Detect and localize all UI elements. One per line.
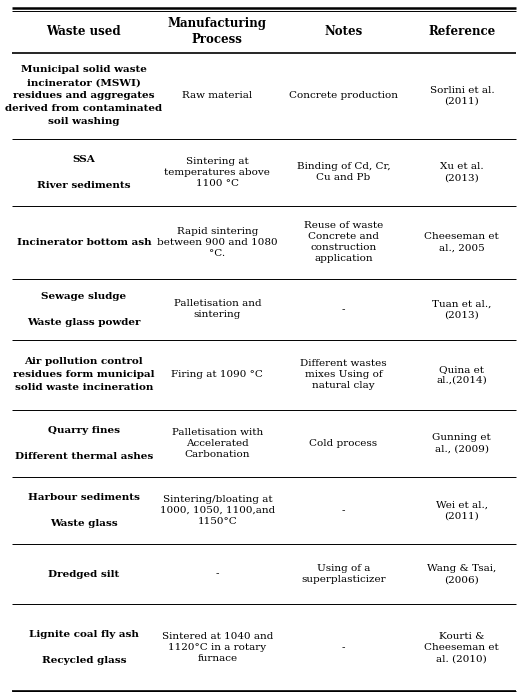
Text: Wei et al.,
(2011): Wei et al., (2011) — [436, 500, 488, 520]
Text: Reuse of waste
Concrete and
construction
application: Reuse of waste Concrete and construction… — [304, 221, 383, 263]
Text: Waste glass: Waste glass — [50, 519, 117, 528]
Text: Palletisation with
Accelerated
Carbonation: Palletisation with Accelerated Carbonati… — [172, 428, 263, 459]
Text: Tuan et al.,
(2013): Tuan et al., (2013) — [432, 299, 492, 320]
Text: Sintered at 1040 and
1120°C in a rotary
furnace: Sintered at 1040 and 1120°C in a rotary … — [162, 632, 273, 663]
Text: Wang & Tsai,
(2006): Wang & Tsai, (2006) — [427, 564, 496, 584]
Text: -: - — [342, 643, 345, 652]
Text: soil washing: soil washing — [48, 117, 119, 126]
Text: SSA: SSA — [72, 154, 95, 163]
Text: Binding of Cd, Cr,
Cu and Pb: Binding of Cd, Cr, Cu and Pb — [297, 162, 390, 182]
Text: Palletisation and
sintering: Palletisation and sintering — [173, 299, 261, 320]
Text: -: - — [342, 506, 345, 514]
Text: Dredged silt: Dredged silt — [48, 570, 119, 579]
Text: incinerator (MSWI): incinerator (MSWI) — [27, 78, 141, 87]
Text: Harbour sediments: Harbour sediments — [28, 493, 140, 502]
Text: -: - — [342, 305, 345, 314]
Text: residues and aggregates: residues and aggregates — [13, 91, 155, 100]
Text: Cheeseman et
al., 2005: Cheeseman et al., 2005 — [424, 232, 499, 253]
Text: Using of a
superplasticizer: Using of a superplasticizer — [301, 564, 386, 584]
Text: Notes: Notes — [324, 25, 363, 38]
Text: Concrete production: Concrete production — [289, 91, 398, 100]
Text: -: - — [216, 570, 219, 579]
Text: Xu et al.
(2013): Xu et al. (2013) — [440, 162, 484, 182]
Text: residues form municipal: residues form municipal — [13, 370, 155, 379]
Text: Gunning et
al., (2009): Gunning et al., (2009) — [432, 433, 491, 453]
Text: Waste used: Waste used — [47, 25, 121, 38]
Text: Sintering/bloating at
1000, 1050, 1100,and
1150°C: Sintering/bloating at 1000, 1050, 1100,a… — [160, 495, 275, 526]
Text: Reference: Reference — [428, 25, 496, 38]
Text: Sintering at
temperatures above
1100 °C: Sintering at temperatures above 1100 °C — [165, 156, 270, 188]
Text: Air pollution control: Air pollution control — [25, 357, 143, 366]
Text: Different wastes
mixes Using of
natural clay: Different wastes mixes Using of natural … — [300, 359, 387, 390]
Text: Quarry fines: Quarry fines — [48, 426, 120, 435]
Text: Quina et
al.,(2014): Quina et al.,(2014) — [436, 364, 487, 385]
Text: Raw material: Raw material — [182, 91, 253, 100]
Text: Municipal solid waste: Municipal solid waste — [21, 65, 147, 74]
Text: Kourti &
Cheeseman et
al. (2010): Kourti & Cheeseman et al. (2010) — [424, 632, 499, 663]
Text: Manufacturing
Process: Manufacturing Process — [168, 17, 267, 46]
Text: Recycled glass: Recycled glass — [41, 656, 126, 665]
Text: Different thermal ashes: Different thermal ashes — [15, 452, 153, 461]
Text: Sorlini et al.
(2011): Sorlini et al. (2011) — [430, 86, 494, 105]
Text: derived from contaminated: derived from contaminated — [5, 104, 162, 113]
Text: River sediments: River sediments — [37, 181, 130, 190]
Text: Lignite coal fly ash: Lignite coal fly ash — [29, 630, 139, 639]
Text: Rapid sintering
between 900 and 1080
°C.: Rapid sintering between 900 and 1080 °C. — [157, 227, 278, 258]
Text: Incinerator bottom ash: Incinerator bottom ash — [17, 238, 151, 247]
Text: solid waste incineration: solid waste incineration — [15, 383, 153, 392]
Text: Sewage sludge: Sewage sludge — [41, 292, 126, 301]
Text: Firing at 1090 °C: Firing at 1090 °C — [171, 370, 264, 379]
Text: Cold process: Cold process — [309, 439, 377, 448]
Text: Waste glass powder: Waste glass powder — [27, 318, 140, 327]
